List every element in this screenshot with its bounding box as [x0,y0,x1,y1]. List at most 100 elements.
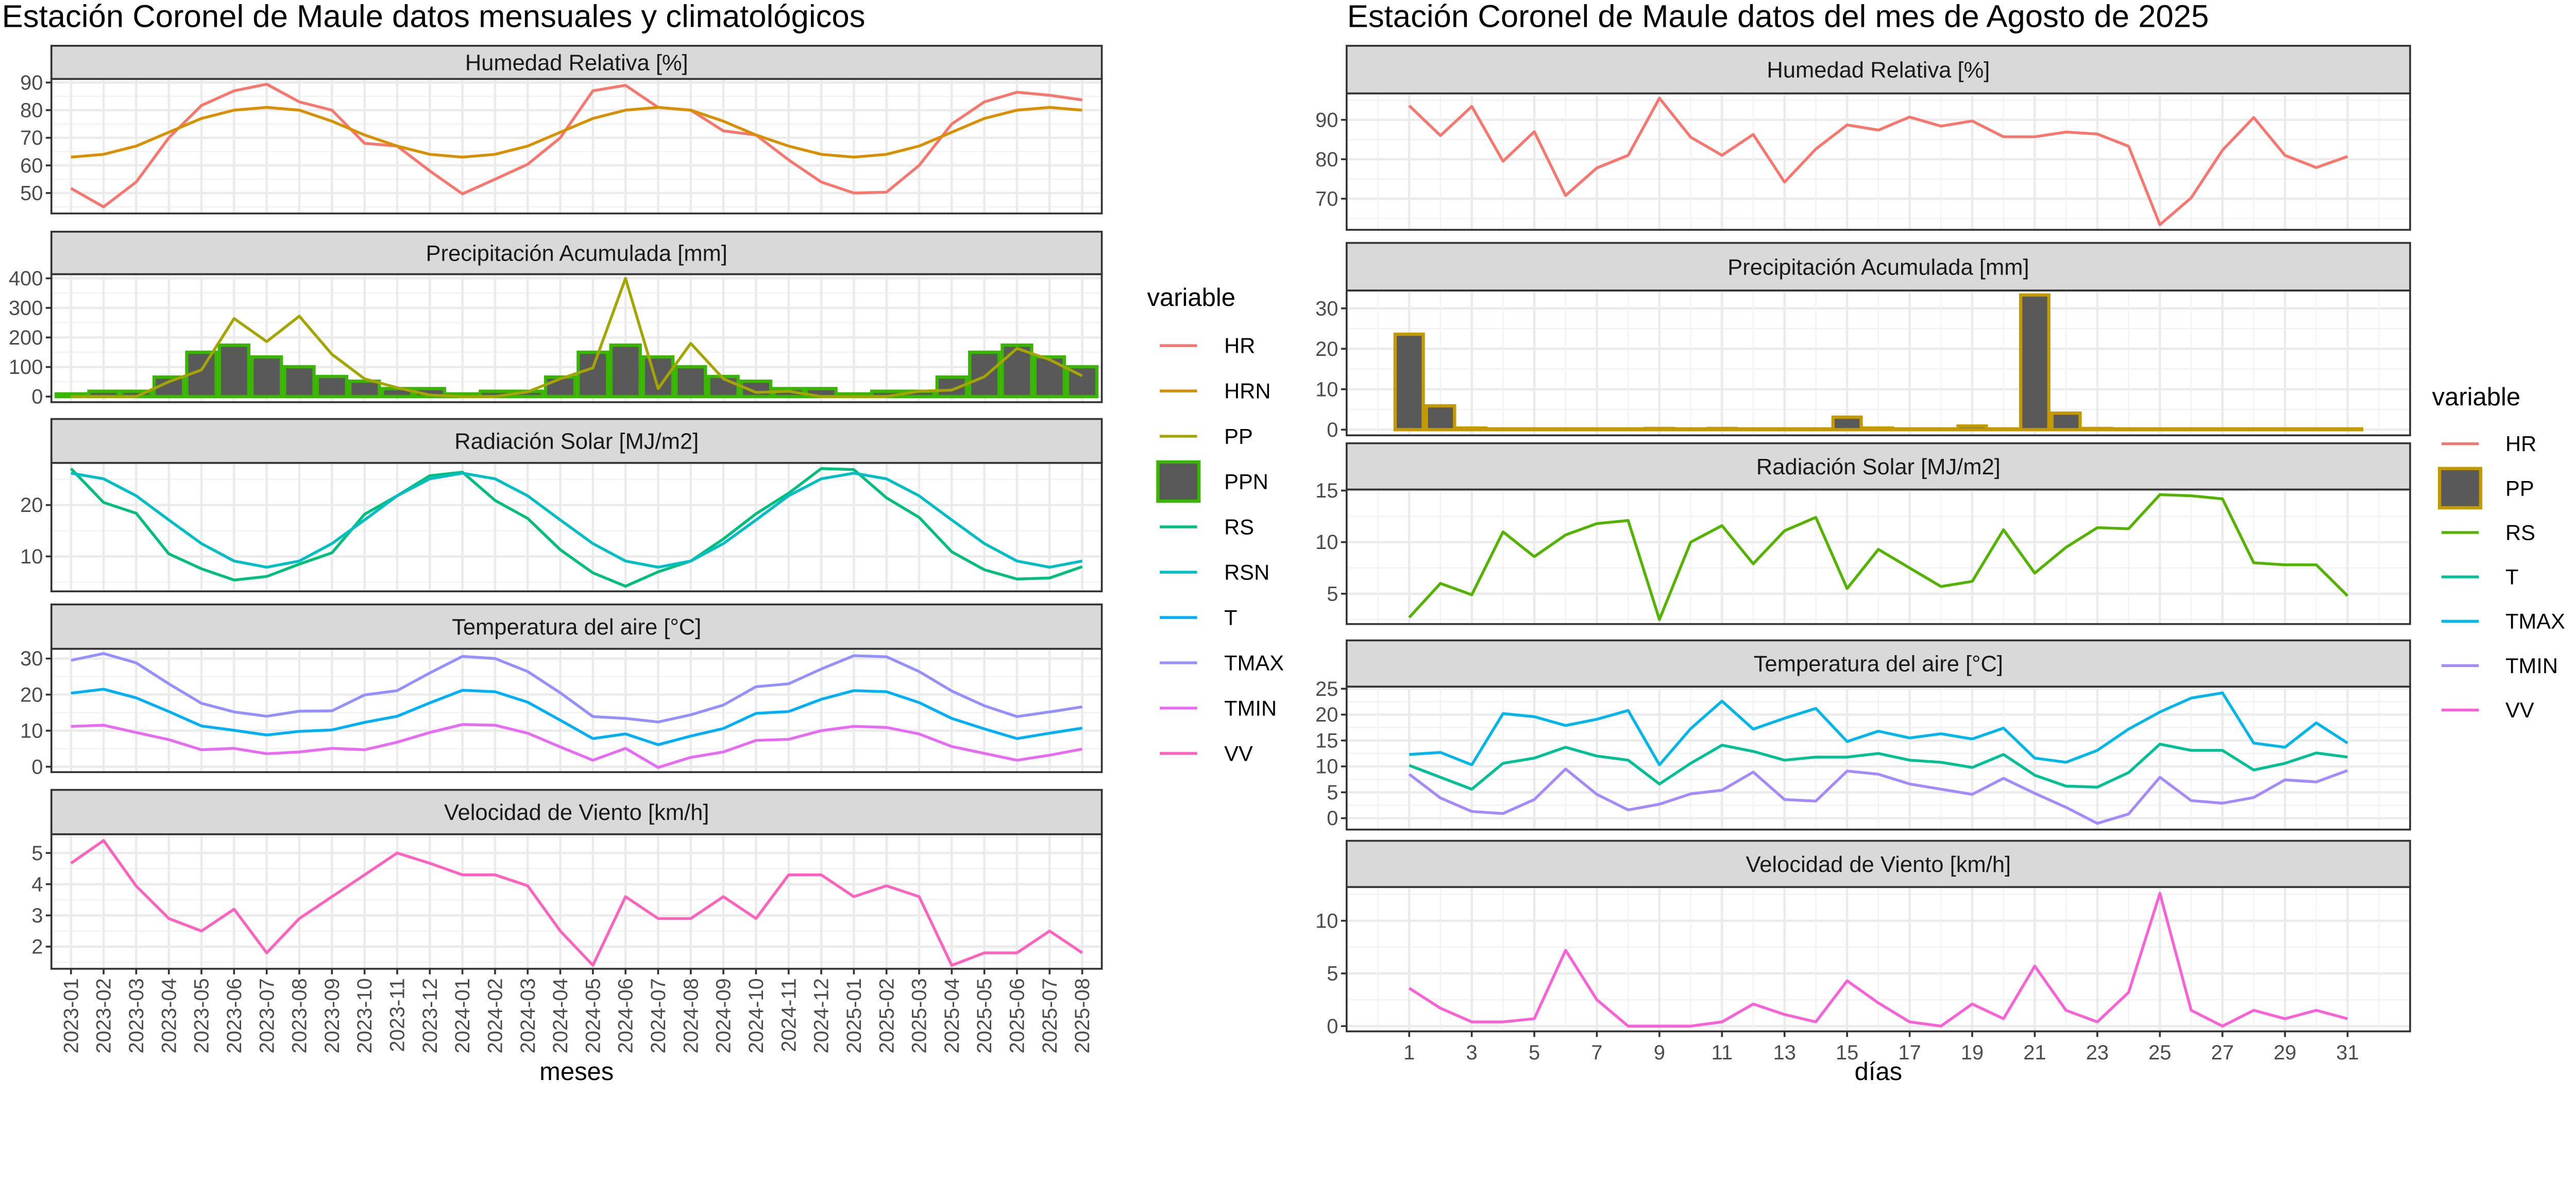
legend-item-HRN: HRN [1160,379,1271,403]
bar-PPN [609,343,642,399]
y-tick-label: 10 [1315,910,1338,932]
panel-border [1345,92,2411,231]
bar-PP [1862,426,1894,432]
gridlines [1346,887,2411,1032]
legend-item-TMIN: TMIN [1160,696,1277,720]
bar-PP [2081,426,2113,432]
y-tick-label: 30 [1315,297,1338,320]
strip-label: Velocidad de Viento [km/h] [444,800,709,825]
x-tick-label: 19 [1961,1041,1984,1064]
strip-label: Radiación Solar [MJ/m2] [1756,455,2001,479]
x-tick-label: 2024-07 [647,978,670,1053]
strip [50,603,1103,650]
y-tick-label: 0 [1327,807,1338,830]
panel-border [1345,886,2411,1033]
y-tick-label: 70 [20,127,43,149]
legend-item-VV: VV [2441,698,2534,722]
panel-border [50,833,1103,970]
bar-PPN [968,350,1001,399]
y-tick-label: 20 [20,494,43,517]
y-tick-label: 15 [1315,729,1338,752]
x-tick-label: 2023-10 [353,978,376,1053]
y-tick-label: 0 [1327,1015,1338,1038]
legend-label: TMAX [2505,609,2565,633]
x-tick-label: 2023-11 [386,978,409,1052]
legend-label: PP [1224,424,1253,449]
legend-label: HRN [1224,379,1270,403]
legend-item-TMIN: TMIN [2441,654,2558,678]
y-tick-label: 30 [20,647,43,670]
x-tick-label: 2023-04 [158,978,180,1053]
legend-label: T [1224,605,1237,629]
bar-PP [1706,426,1738,432]
bar-PPN [283,365,316,399]
bar-PP [2300,427,2332,432]
y-tick-label: 90 [1315,109,1338,131]
x-tick-label: 2024-10 [745,978,768,1053]
legend-key-box [2437,467,2483,510]
x-tick-label: 9 [1654,1041,1665,1064]
x-tick-label: 2023-03 [125,978,148,1053]
legend-item-PPN: PPN [1156,460,1268,503]
bar-PP [2019,293,2050,432]
series-line-TMAX [1409,691,2349,766]
y-tick-label: 15 [1315,479,1338,502]
x-tick-label: 2024-03 [517,978,539,1053]
legend-item-VV: VV [1160,741,1253,765]
panel-1: Precipitación Acumulada [mm] 0 100 200 300 40… [9,231,1103,408]
y-tick-label: 200 [9,327,43,349]
y-tick-label: 400 [9,267,43,290]
x-tick-label: 2025-04 [941,978,963,1053]
strip [50,231,1103,276]
bar-PPN [641,355,675,399]
strip [1345,840,2411,888]
x-axis-title: días [1855,1058,1903,1086]
x-tick-label: 2024-02 [484,978,506,1053]
legend-label: T [2505,565,2518,589]
strip [1345,639,2411,688]
x-tick-label: 2024-05 [582,978,604,1053]
legend-label: TMAX [1224,650,1284,675]
y-tick-label: 10 [20,545,43,568]
legend-label: PPN [1224,470,1268,494]
series-line-TMIN [1408,767,2348,825]
legend-label: RS [2505,520,2535,544]
legend: variable HR PP RS T TMAX TMIN VV [2432,383,2565,722]
series-line-T [1409,743,2348,791]
x-tick-label: 2025-02 [875,978,898,1053]
y-tick-label: 25 [1315,678,1338,700]
x-tick-label: 31 [2336,1041,2359,1064]
x-tick-label: 2023-07 [256,978,278,1053]
strip [1345,442,2411,491]
legend-item-TMAX: TMAX [1160,650,1284,675]
x-tick-label: 27 [2211,1041,2234,1064]
y-tick-label: 4 [31,873,43,896]
bar-PP [1550,427,1582,432]
panel-3: Temperatura del aire [°C] 0 5 10 15 20 25 [1315,639,2411,831]
gridlines [51,648,1102,773]
legend-label: HR [2505,432,2536,456]
series-line-T [71,688,1082,746]
legend-label: VV [1224,741,1253,765]
y-tick-label: 100 [9,356,43,379]
bar-PP [2175,427,2207,432]
series-line-RSN [71,472,1083,569]
bar-PPN [217,343,251,399]
strip [1345,242,2411,292]
y-tick-label: 20 [20,683,43,706]
y-tick-label: 0 [1327,419,1338,441]
background [0,0,2576,1087]
panel-border [50,461,1103,593]
bar-PP [1393,332,1425,432]
legend: variable HR HRN PP PPN RS RSN T TMAX TMIN VV [1147,284,1284,765]
x-tick-label: 2025-08 [1071,978,1094,1053]
x-tick-label: 23 [2086,1041,2109,1064]
legend-label: PP [2505,476,2534,500]
legend-item-TMAX: TMAX [2441,609,2565,633]
panel-0: Humedad Relativa [%] 70 80 90 [1315,45,2411,231]
y-tick-label: 10 [1315,756,1338,778]
bar-PP [1800,427,1832,432]
x-tick-label: 1 [1403,1041,1415,1064]
strip-label: Radiación Solar [MJ/m2] [454,430,699,454]
strip [50,418,1103,464]
